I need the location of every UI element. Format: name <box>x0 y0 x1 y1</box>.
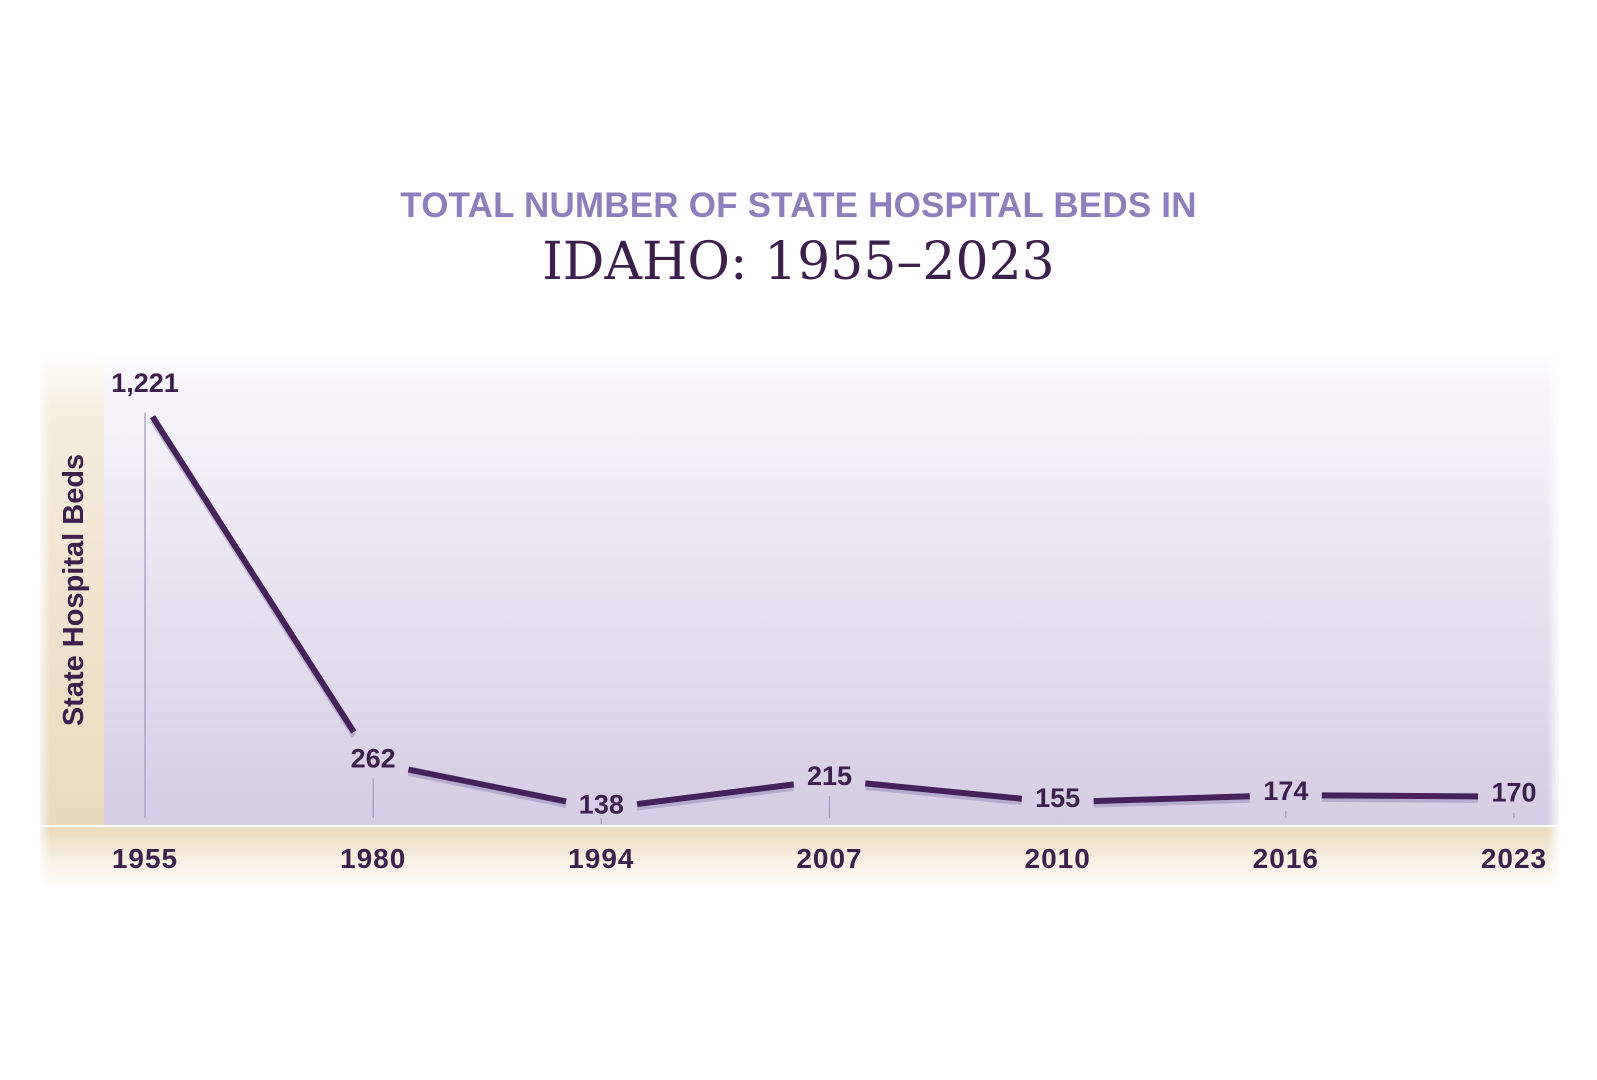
y-axis-label: State Hospital Beds <box>58 454 90 726</box>
line-segment <box>636 781 795 808</box>
line-segment <box>407 766 567 805</box>
data-label-1955: 1,221 <box>111 368 179 398</box>
data-label-1980: 262 <box>351 743 396 773</box>
line-shadow-segment <box>1093 797 1250 808</box>
x-tick-label: 2007 <box>796 843 862 874</box>
x-tick-label: 1994 <box>568 843 634 874</box>
x-tick-label: 1980 <box>340 843 406 874</box>
edge-fade-right <box>1547 350 1561 890</box>
line-shadow-segment <box>865 784 1023 806</box>
chart-subtitle: IDAHO: 1955–2023 <box>542 232 1055 292</box>
plot-area <box>104 350 1559 825</box>
data-label-2007: 215 <box>807 761 852 791</box>
x-tick-label: 2016 <box>1253 843 1319 874</box>
edge-fade-left <box>36 350 50 890</box>
line-shadow-segment <box>1321 796 1479 803</box>
line-shadow-segment <box>636 785 795 811</box>
chart-title: TOTAL NUMBER OF STATE HOSPITAL BEDS IN <box>400 186 1197 225</box>
y-axis-panel <box>40 350 104 825</box>
line-segment <box>150 415 357 734</box>
data-label-2010: 155 <box>1035 783 1080 813</box>
line-segment <box>865 780 1023 802</box>
data-label-2023: 170 <box>1491 778 1536 808</box>
line-shadow-segment <box>407 771 567 808</box>
data-label-2016: 174 <box>1263 776 1308 806</box>
x-tick-label: 2023 <box>1481 843 1547 874</box>
x-tick-label: 2010 <box>1025 843 1091 874</box>
x-axis-band <box>40 825 1559 890</box>
line-segment <box>1321 792 1479 800</box>
x-tick-label: 1955 <box>112 843 178 874</box>
data-label-1994: 138 <box>579 790 624 820</box>
line-segment <box>1093 793 1250 805</box>
